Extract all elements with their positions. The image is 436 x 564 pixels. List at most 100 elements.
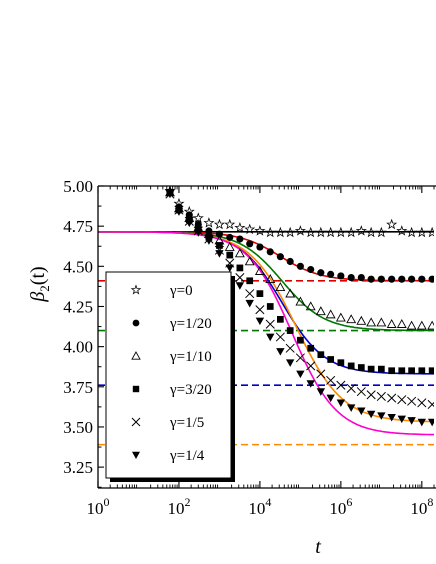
point-s5-23 [397,415,406,424]
point-s4-10 [265,319,275,329]
x-axis-label: t [315,536,321,558]
point-s0-16 [325,226,337,238]
y-tick-label-7: 5.00 [63,177,93,196]
point-s3-25 [418,367,426,375]
point-s2-8 [244,256,255,266]
point-s2-10 [265,274,276,283]
point-s5-0 [165,190,175,199]
point-s2-17 [335,312,346,322]
point-s5-15 [316,388,326,396]
point-s3-26 [428,367,434,375]
x-tick-exp-3: 6 [346,495,352,509]
legend-marker-2 [131,351,141,360]
point-s3-6 [226,251,234,259]
x-tick-exp-0: 0 [104,495,110,509]
legend-marker-4 [131,417,141,427]
point-s2-25 [416,320,427,330]
point-s0-23 [396,225,408,236]
point-s4-17 [336,380,346,390]
point-s3-17 [337,359,345,367]
point-s5-13 [296,370,305,379]
legend-marker-1 [132,319,140,327]
point-s3-21 [377,365,385,373]
point-s3-7 [236,264,244,272]
legend: γ=0 γ=1/20 γ=1/10 γ=3/20 γ=1/5 γ=1/4 [105,271,235,482]
point-s0-4 [203,217,215,228]
point-s5-25 [417,418,427,427]
point-s5-12 [285,359,295,367]
point-s1-8 [246,240,254,248]
y-axis-label-subscript: 2 [37,285,52,292]
point-s2-6 [224,241,235,251]
x-tick-base-3: 10 [329,499,346,518]
point-s2-18 [346,314,357,324]
point-s0-22 [386,218,398,230]
point-s5-19 [357,407,366,416]
point-s5-3 [194,229,203,237]
point-s5-10 [266,333,275,342]
y-tick-label-1: 3.50 [63,418,93,437]
x-tick-base-2: 10 [248,499,265,518]
x-tick-label-3: 106 [329,495,352,518]
point-s0-7 [234,221,246,233]
legend-box [105,271,232,479]
legend-label-2: γ=1/10 [169,349,212,365]
point-s4-25 [417,398,427,408]
y-axis-label: β2(t) [27,266,52,302]
point-s3-18 [347,362,355,370]
point-s5-26 [427,418,434,427]
point-s0-24 [406,226,418,238]
point-s5-9 [255,317,265,326]
x-tick-exp-1: 2 [184,495,190,509]
point-s0-3 [192,212,204,223]
x-tick-label-0: 100 [87,495,110,518]
point-s5-24 [407,417,416,425]
y-axis-label-paren: (t) [27,266,49,285]
point-s2-11 [275,282,286,292]
point-s2-16 [325,309,336,319]
point-s0-19 [355,225,367,236]
y-tick-label-3: 4.00 [63,338,93,357]
fit-line-5 [98,231,434,436]
point-s3-12 [286,327,294,334]
point-s4-11 [275,332,285,342]
y-tick-label-6: 4.75 [63,217,93,236]
point-s4-23 [397,395,407,405]
point-s4-18 [346,383,356,393]
point-s4-15 [316,369,326,379]
point-s1-12 [286,257,294,266]
point-s5-14 [306,380,315,388]
point-s5-17 [336,399,346,408]
point-s0-17 [335,226,347,238]
point-s2-13 [295,296,306,306]
point-s2-9 [254,266,265,275]
point-s2-20 [366,317,377,327]
legend-label-1: γ=1/20 [169,316,212,332]
point-s0-9 [254,225,266,236]
point-s1-26 [428,275,434,283]
point-s4-24 [407,396,417,406]
x-tick-exp-2: 4 [265,495,271,509]
point-s0-6 [224,218,236,230]
point-s0-8 [244,223,256,235]
point-s5-21 [377,412,386,420]
point-s1-6 [226,233,234,241]
point-s1-14 [307,265,315,274]
point-s4-20 [366,390,376,400]
y-tick-label-0: 3.25 [63,458,93,477]
point-s4-26 [427,399,434,410]
point-s1-20 [367,275,375,283]
point-s2-7 [234,248,245,258]
point-s5-1 [174,208,184,216]
point-s4-12 [285,343,295,353]
point-s5-7 [235,282,245,290]
x-tick-label-2: 104 [248,495,271,518]
legend-marker-0 [130,284,142,295]
point-s2-23 [396,319,407,328]
point-s4-8 [245,289,255,299]
point-s1-24 [408,275,416,283]
x-tick-base-0: 10 [87,499,104,518]
axes [97,185,436,489]
